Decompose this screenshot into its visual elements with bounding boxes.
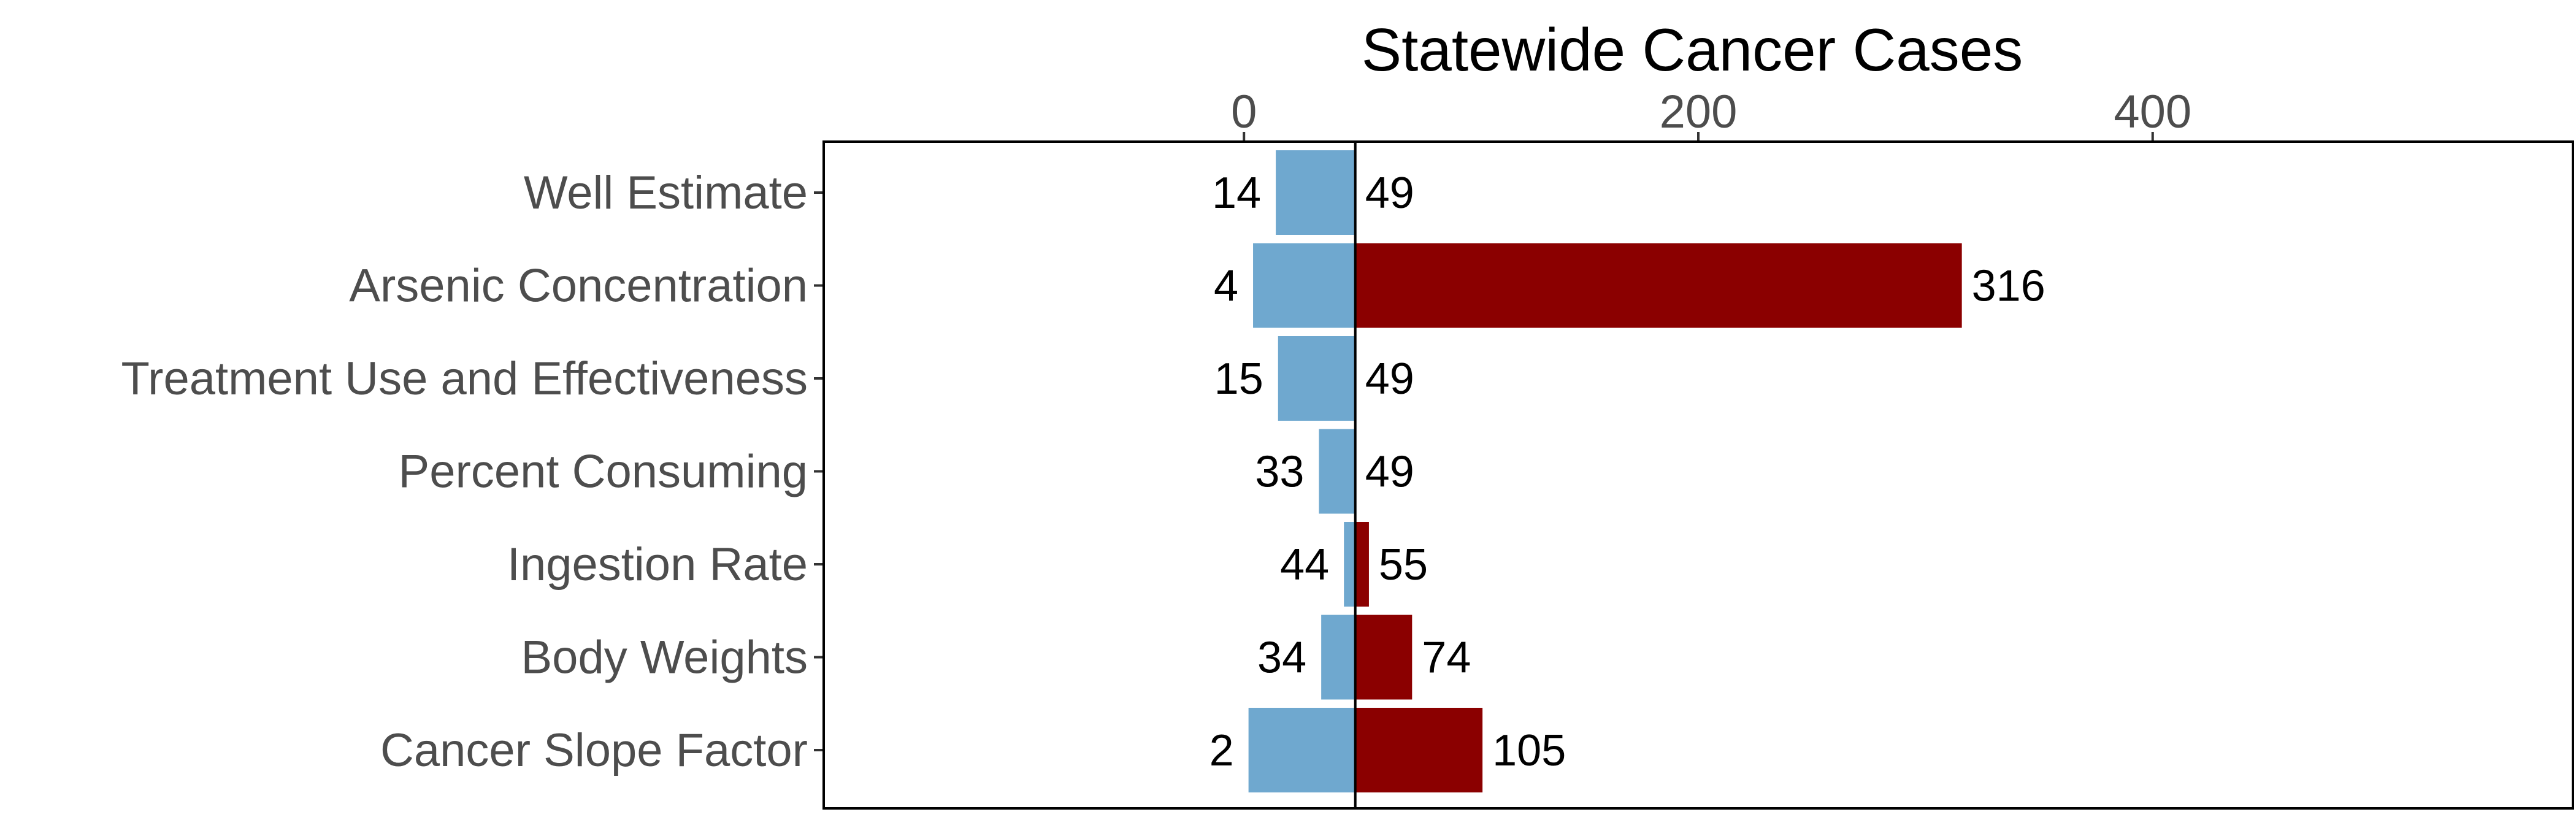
high-value-label: 316 xyxy=(1972,262,2045,311)
category-label: Well Estimate xyxy=(524,167,808,219)
category-label: Cancer Slope Factor xyxy=(380,724,808,776)
value-labels: 14 49 4 316 15 49 33 49 44 55 34 74 2 105 xyxy=(1209,169,2045,775)
low-bar xyxy=(1344,522,1355,607)
chart-title: Statewide Cancer Cases xyxy=(1362,16,2023,83)
high-value-label: 49 xyxy=(1365,448,1414,497)
low-value-label: 44 xyxy=(1280,540,1329,589)
high-bar xyxy=(1355,708,1483,792)
bars xyxy=(1248,150,1962,792)
high-value-label: 49 xyxy=(1365,355,1414,404)
low-value-label: 14 xyxy=(1212,169,1261,218)
high-value-label: 49 xyxy=(1365,169,1414,218)
high-value-label: 55 xyxy=(1379,540,1428,589)
high-bar xyxy=(1355,522,1369,607)
x-tick-label: 200 xyxy=(1660,86,1738,138)
plot-panel-border xyxy=(822,140,2574,810)
category-label: Body Weights xyxy=(521,632,808,684)
high-bar xyxy=(1355,615,1413,700)
low-bar xyxy=(1248,708,1355,792)
x-tick-label: 0 xyxy=(1231,86,1257,138)
category-labels: Well Estimate Arsenic Concentration Treatm… xyxy=(121,167,824,776)
low-value-label: 4 xyxy=(1214,262,1238,311)
low-value-label: 2 xyxy=(1209,726,1234,775)
category-label: Arsenic Concentration xyxy=(349,260,808,312)
high-bar xyxy=(1355,243,1962,328)
low-value-label: 33 xyxy=(1255,448,1304,497)
low-bar xyxy=(1276,150,1355,235)
category-label: Ingestion Rate xyxy=(507,539,808,591)
low-bar xyxy=(1321,615,1355,700)
category-label: Treatment Use and Effectiveness xyxy=(121,353,808,405)
high-value-label: 105 xyxy=(1492,726,1566,775)
low-bar xyxy=(1319,429,1355,514)
x-axis-ticks: 0 200 400 xyxy=(1231,86,2191,142)
low-bar xyxy=(1253,243,1355,328)
category-label: Percent Consuming xyxy=(399,446,808,498)
low-value-label: 34 xyxy=(1257,634,1306,683)
high-value-label: 74 xyxy=(1422,634,1471,683)
x-tick-label: 400 xyxy=(2114,86,2191,138)
low-value-label: 15 xyxy=(1214,355,1263,404)
low-bar xyxy=(1278,336,1355,421)
